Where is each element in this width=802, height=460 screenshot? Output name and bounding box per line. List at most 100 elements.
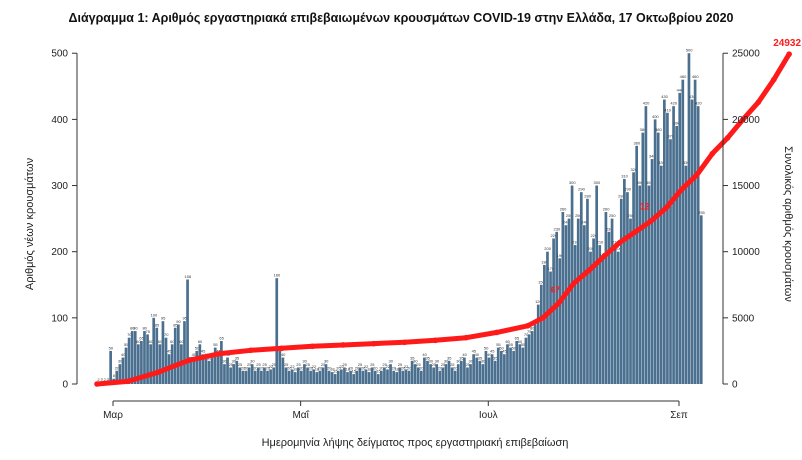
bar [146, 334, 149, 384]
bar [635, 145, 639, 384]
bar [426, 360, 429, 384]
bar [373, 370, 377, 384]
bar [229, 367, 232, 384]
annotation-total: 24932 [773, 38, 801, 49]
bar [696, 106, 700, 385]
bar [490, 354, 494, 384]
bar-value-label: 20 [244, 365, 249, 370]
bar [684, 165, 688, 384]
bar-value-label: 430 [661, 94, 668, 99]
bar [601, 258, 605, 384]
bar-value-label: 70 [524, 332, 529, 337]
bar-value-label: 460 [692, 74, 699, 79]
bar-value-label: 420 [670, 101, 677, 106]
bar [647, 185, 651, 384]
cumulative-point [663, 205, 669, 211]
bar-value-label: 420 [695, 101, 702, 106]
bar-value-label: 50 [512, 345, 517, 350]
bar [327, 370, 331, 384]
bar [392, 370, 395, 384]
bar-value-label: 260 [560, 207, 567, 212]
bar-value-label: 55 [213, 342, 218, 347]
y-tick-label: 500 [51, 49, 68, 60]
bar-value-label: 85 [173, 322, 178, 327]
bar [186, 279, 189, 384]
cumulative-point [463, 334, 469, 341]
bar-value-label: 20 [361, 365, 366, 370]
bar [666, 112, 669, 385]
bar-value-label: 50 [195, 345, 200, 350]
bar-value-label: 20 [115, 365, 120, 370]
bar-value-label: 25 [229, 362, 234, 367]
bar-value-label: 290 [578, 187, 585, 192]
bar-value-label: 410 [664, 107, 671, 112]
bar-value-label: 25 [305, 362, 310, 367]
bar [275, 278, 279, 384]
bar-value-label: 22 [404, 364, 409, 369]
bar [481, 364, 485, 384]
bar [284, 367, 288, 384]
bar-value-label: 3 [100, 377, 103, 382]
bar [318, 370, 322, 384]
bar [690, 99, 694, 385]
bar-value-label: 22 [339, 364, 344, 369]
bar [266, 370, 269, 384]
bar-value-label: 20 [373, 365, 378, 370]
bar-value-label: 440 [677, 87, 684, 92]
cumulative-point [694, 172, 700, 178]
bar [687, 53, 691, 384]
bar [358, 367, 362, 384]
bar [539, 284, 543, 384]
bar [432, 367, 435, 384]
bar-value-label: 30 [324, 359, 329, 364]
y-axis-left: 0 100 200 300 400 500 [51, 49, 78, 391]
bar-value-label: 35 [459, 355, 464, 360]
bar-value-label: 25 [382, 362, 387, 367]
bar [133, 331, 137, 384]
bar [564, 225, 568, 384]
bar [478, 360, 482, 384]
bar-value-label: 45 [502, 349, 507, 354]
bar [638, 185, 642, 384]
bar-value-label: 35 [410, 355, 415, 360]
cumulative-point [632, 229, 639, 235]
bar-value-label: 18 [330, 367, 335, 372]
bar-value-label: 230 [554, 226, 561, 231]
bar-value-label: 30 [222, 359, 227, 364]
bar-value-label: 300 [646, 180, 653, 185]
bar [161, 321, 165, 384]
bar-value-label: 25 [247, 362, 252, 367]
bar [484, 350, 488, 384]
bar [315, 372, 319, 384]
bar [269, 369, 272, 384]
bar-value-label: 30 [232, 359, 237, 364]
bar [183, 321, 186, 384]
bar-value-label: 60 [170, 339, 175, 344]
bar-value-label: 95 [182, 316, 187, 321]
bar-value-label: 50 [484, 345, 489, 350]
y2-tick-label: 5000 [732, 313, 755, 324]
bar-value-label: 2 [97, 377, 100, 382]
bar-value-label: 3 [107, 377, 110, 382]
bar [300, 370, 303, 384]
bar-value-label: 260 [603, 207, 610, 212]
bar [247, 367, 251, 384]
bar-value-label: 25 [284, 362, 289, 367]
bar [681, 79, 685, 384]
bar [663, 99, 666, 385]
bar-value-label: 25 [256, 362, 261, 367]
bar [613, 245, 617, 384]
bar-value-label: 20 [309, 365, 314, 370]
y-tick-label: 100 [51, 313, 68, 324]
bar [223, 364, 226, 384]
bar [340, 369, 343, 384]
bar [503, 354, 506, 384]
bar [118, 364, 122, 384]
bar [423, 357, 426, 384]
bar [429, 364, 432, 384]
bar-value-label: 40 [121, 352, 126, 357]
bar [530, 331, 534, 384]
bar [444, 364, 448, 384]
bar-value-label: 20 [349, 365, 354, 370]
